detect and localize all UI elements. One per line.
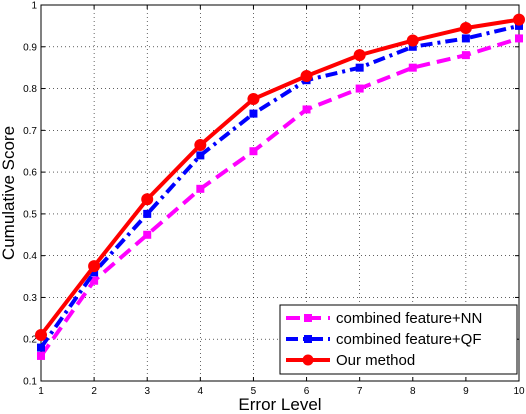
data-point: [249, 147, 258, 156]
y-axis-title: Cumulative Score: [0, 126, 18, 260]
series-combined-feature-qf: [37, 21, 523, 352]
data-point: [300, 70, 313, 83]
y-tick-label: 0.2: [23, 335, 37, 346]
legend-marker: [302, 354, 314, 366]
data-point: [90, 276, 99, 285]
x-axis-title: Error Level: [238, 395, 321, 414]
x-tick-label: 9: [463, 386, 469, 397]
y-tick-label: 0.4: [23, 251, 37, 262]
data-point: [408, 63, 417, 72]
x-tick-label: 3: [144, 386, 150, 397]
legend-marker: [304, 314, 312, 322]
legend-label: Our method: [336, 352, 415, 369]
series-line: [39, 36, 520, 358]
y-tick-label: 0.1: [23, 377, 37, 388]
series-line: [39, 23, 520, 349]
legend-item: Our method: [286, 352, 415, 369]
data-point: [353, 49, 366, 62]
plot-area: [40, 4, 520, 382]
x-tick-label: 2: [91, 386, 97, 397]
data-point: [406, 34, 419, 47]
x-tick-label: 4: [198, 386, 204, 397]
series-our-method: [35, 13, 525, 342]
legend: combined feature+NN combined feature+QF Ou…: [279, 304, 518, 375]
y-tick-label: 1: [31, 1, 37, 12]
y-tick-label: 0.9: [23, 42, 37, 53]
data-point: [461, 51, 470, 60]
y-tick-label: 0.8: [23, 84, 37, 95]
data-point: [355, 84, 364, 93]
data-point: [37, 351, 45, 360]
x-tick-label: 7: [357, 386, 363, 397]
data-point: [408, 42, 417, 51]
x-tick-label: 8: [410, 386, 416, 397]
data-point: [355, 63, 364, 72]
data-point: [513, 13, 525, 26]
x-tick-label: 5: [251, 386, 257, 397]
x-tick-label: 1: [38, 386, 44, 397]
data-point: [515, 34, 523, 43]
data-point: [88, 260, 101, 273]
series-combined-feature-nn: [37, 34, 523, 360]
data-point: [194, 138, 207, 151]
data-point: [302, 105, 311, 114]
data-point: [35, 329, 47, 342]
legend-item: combined feature+NN: [286, 310, 482, 327]
legend-label: combined feature+QF: [336, 331, 482, 348]
data-point: [461, 34, 470, 43]
data-point: [90, 268, 99, 277]
y-tick-label: 0.5: [23, 209, 37, 220]
legend-marker: [304, 335, 312, 343]
axis-ticks: 1 2 3 4 5 6 7 8 9 10 0.1 0.2 0.3 0.4 0.5 0.6 0.7 0.8 0.9 1: [23, 1, 525, 398]
legend-item: combined feature+QF: [286, 331, 482, 348]
data-point: [143, 230, 152, 239]
series-line: [39, 17, 520, 337]
data-point: [247, 93, 260, 105]
legend-label: combined feature+NN: [336, 310, 482, 327]
data-point: [249, 109, 258, 118]
data-point: [143, 209, 152, 218]
data-point: [459, 21, 472, 34]
y-tick-label: 0.7: [23, 126, 37, 137]
data-point: [141, 193, 154, 206]
data-point: [515, 21, 523, 30]
data-point: [196, 184, 205, 193]
x-tick-label: 10: [513, 386, 525, 397]
y-tick-label: 0.3: [23, 293, 37, 304]
data-point: [37, 343, 45, 352]
data-point: [196, 151, 205, 160]
x-tick-label: 6: [304, 386, 310, 397]
y-tick-label: 0.6: [23, 168, 37, 179]
series-group: [35, 13, 525, 360]
